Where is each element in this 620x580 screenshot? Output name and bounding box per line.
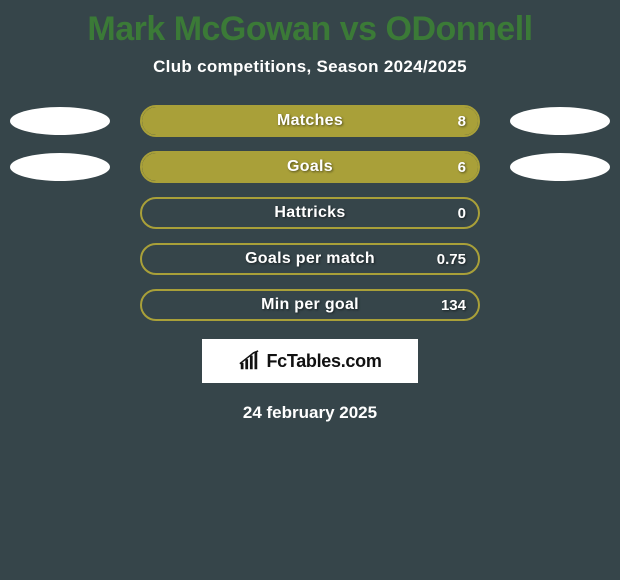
right-oval-slot (500, 289, 620, 321)
left-oval (10, 153, 110, 181)
logo-box: FcTables.com (202, 339, 418, 383)
stat-value: 0 (458, 199, 466, 227)
stats-rows: Matches 8 Goals 6 Hattri (0, 105, 620, 321)
left-oval (10, 107, 110, 135)
chart-icon (238, 350, 260, 372)
left-oval-slot (0, 243, 120, 275)
stat-value: 6 (458, 153, 466, 181)
stat-row: Hattricks 0 (0, 197, 620, 229)
stat-value: 134 (441, 291, 466, 319)
stat-bar: Goals 6 (140, 151, 480, 183)
right-oval (510, 153, 610, 181)
right-oval-slot (500, 105, 620, 137)
player2-name: ODonnell (386, 10, 533, 48)
left-oval-slot (0, 197, 120, 229)
player1-name: Mark McGowan (87, 10, 330, 48)
right-oval-slot (500, 243, 620, 275)
date-text: 24 february 2025 (0, 383, 620, 423)
page-title: Mark McGowan vs ODonnell (0, 6, 620, 57)
left-oval-slot (0, 151, 120, 183)
comparison-card: Mark McGowan vs ODonnell Club competitio… (0, 0, 620, 423)
stat-row: Goals 6 (0, 151, 620, 183)
right-oval (510, 107, 610, 135)
stat-bar: Min per goal 134 (140, 289, 480, 321)
left-oval-slot (0, 289, 120, 321)
stat-bar: Matches 8 (140, 105, 480, 137)
left-oval-slot (0, 105, 120, 137)
logo-text: FcTables.com (266, 351, 381, 372)
stat-value: 0.75 (437, 245, 466, 273)
stat-row: Matches 8 (0, 105, 620, 137)
stat-row: Min per goal 134 (0, 289, 620, 321)
stat-row: Goals per match 0.75 (0, 243, 620, 275)
right-oval-slot (500, 197, 620, 229)
stat-label: Goals per match (142, 245, 478, 273)
stat-label: Hattricks (142, 199, 478, 227)
vs-text: vs (340, 10, 377, 48)
subtitle: Club competitions, Season 2024/2025 (0, 57, 620, 105)
stat-bar: Hattricks 0 (140, 197, 480, 229)
right-oval-slot (500, 151, 620, 183)
stat-bar: Goals per match 0.75 (140, 243, 480, 275)
stat-label: Min per goal (142, 291, 478, 319)
stat-value: 8 (458, 107, 466, 135)
stat-label: Matches (142, 107, 478, 135)
stat-label: Goals (142, 153, 478, 181)
